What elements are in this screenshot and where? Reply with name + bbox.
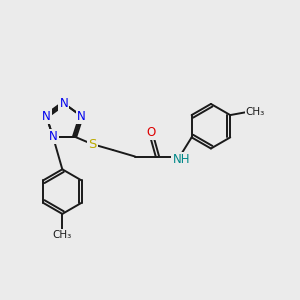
Text: N: N: [59, 97, 68, 110]
Text: N: N: [42, 110, 51, 123]
Text: NH: NH: [172, 153, 190, 166]
Text: O: O: [147, 126, 156, 139]
Text: S: S: [88, 138, 96, 151]
Text: CH₃: CH₃: [53, 230, 72, 240]
Text: CH₃: CH₃: [246, 107, 265, 117]
Text: N: N: [77, 110, 86, 123]
Text: N: N: [49, 130, 57, 143]
